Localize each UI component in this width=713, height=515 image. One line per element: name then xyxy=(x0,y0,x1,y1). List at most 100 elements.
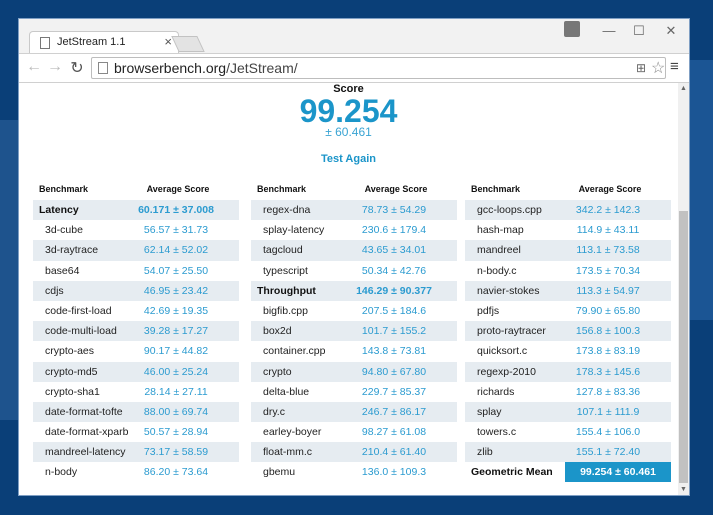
header-average-score: Average Score xyxy=(364,184,428,194)
score-label: Score xyxy=(333,83,364,95)
table-row: delta-blue 229.7 ± 85.37 xyxy=(251,382,457,402)
table-row: bigfib.cpp 207.5 ± 184.6 xyxy=(251,301,457,321)
benchmark-name: pdfjs xyxy=(477,304,500,317)
address-bar[interactable]: browserbench.org/JetStream/ ⊞ ☆ xyxy=(91,57,666,79)
benchmark-score: 230.6 ± 179.4 xyxy=(361,224,427,237)
translate-icon[interactable]: ⊞ xyxy=(636,61,647,75)
table-row: dry.c 246.7 ± 86.17 xyxy=(251,401,457,423)
table-row: pdfjs 79.90 ± 65.80 xyxy=(465,301,671,321)
scroll-up-icon[interactable]: ▲ xyxy=(680,85,687,92)
browser-toolbar: ← → ↻ browserbench.org/JetStream/ ⊞ ☆ ≡ xyxy=(19,53,689,83)
page-content: Score 99.254 ± 60.461 Test Again Benchma… xyxy=(19,83,678,495)
table-row: n-body.c 173.5 ± 70.34 xyxy=(465,261,671,281)
table-row: 3d-raytrace 62.14 ± 52.02 xyxy=(33,240,239,261)
tab-close-icon[interactable]: × xyxy=(164,34,172,49)
benchmark-score: 155.4 ± 106.0 xyxy=(575,426,641,439)
menu-icon[interactable]: ≡ xyxy=(670,58,679,75)
scroll-down-icon[interactable]: ▼ xyxy=(680,486,687,493)
benchmark-name: gcc-loops.cpp xyxy=(477,204,542,216)
column-header: Benchmark Average Score xyxy=(251,178,457,200)
benchmark-name: towers.c xyxy=(477,426,517,439)
benchmark-score: 73.17 ± 58.59 xyxy=(143,446,209,459)
table-row: 3d-cube 56.57 ± 31.73 xyxy=(33,220,239,240)
test-again-link[interactable]: Test Again xyxy=(320,153,376,165)
benchmark-score: 28.14 ± 27.11 xyxy=(144,385,208,398)
benchmark-score: 229.7 ± 85.37 xyxy=(361,385,427,398)
benchmark-name: n-body xyxy=(45,466,78,479)
close-button[interactable]: ✕ xyxy=(665,23,677,38)
benchmark-score: 78.73 ± 54.29 xyxy=(361,204,427,216)
benchmark-name: code-multi-load xyxy=(45,325,117,338)
benchmark-score: 62.14 ± 52.02 xyxy=(143,244,209,257)
table-row: zlib 155.1 ± 72.40 xyxy=(465,442,671,463)
benchmark-name: typescript xyxy=(263,264,308,277)
benchmark-name: navier-stokes xyxy=(477,284,540,297)
benchmark-name: quicksort.c xyxy=(477,345,528,358)
benchmark-score: 246.7 ± 86.17 xyxy=(361,405,427,418)
table-group-row: Latency 60.171 ± 37.008 xyxy=(33,200,239,221)
benchmark-score: 136.0 ± 109.3 xyxy=(361,466,427,479)
benchmark-score: 46.00 ± 25.24 xyxy=(143,365,209,378)
results-column-3: Benchmark Average Score gcc-loops.cpp 342.2… xyxy=(465,178,671,483)
benchmark-score: 46.95 ± 23.42 xyxy=(143,284,209,297)
table-group-row: Geometric Mean 99.254 ± 60.461 xyxy=(465,462,671,483)
benchmark-score: 90.17 ± 44.82 xyxy=(143,345,209,358)
table-row: proto-raytracer 156.8 ± 100.3 xyxy=(465,321,671,342)
benchmark-score: 178.3 ± 145.6 xyxy=(575,365,641,378)
benchmark-score: 39.28 ± 17.27 xyxy=(143,325,209,338)
vertical-scrollbar[interactable]: ▲ ▼ xyxy=(678,83,689,495)
benchmark-name: 3d-cube xyxy=(45,224,83,237)
benchmark-score: 107.1 ± 111.9 xyxy=(576,405,640,418)
title-bar: JetStream 1.1 × — ☐ ✕ xyxy=(19,19,689,53)
benchmark-score: 155.1 ± 72.40 xyxy=(575,446,641,459)
bookmark-star-icon[interactable]: ☆ xyxy=(651,60,666,77)
url-text[interactable]: browserbench.org/JetStream/ xyxy=(114,60,298,76)
table-row: quicksort.c 173.8 ± 83.19 xyxy=(465,341,671,361)
table-row: code-multi-load 39.28 ± 17.27 xyxy=(33,321,239,342)
benchmark-name: crypto-sha1 xyxy=(45,385,100,398)
table-row: regex-dna 78.73 ± 54.29 xyxy=(251,200,457,221)
benchmark-score: 56.57 ± 31.73 xyxy=(143,224,209,237)
benchmark-score: 79.90 ± 65.80 xyxy=(575,304,641,317)
benchmark-name: date-format-xparb xyxy=(45,426,129,439)
benchmark-name: cdjs xyxy=(45,284,64,297)
benchmark-name: base64 xyxy=(45,264,80,277)
benchmark-name: 3d-raytrace xyxy=(45,244,99,257)
page-info-icon[interactable] xyxy=(98,62,108,74)
minimize-button[interactable]: — xyxy=(602,23,616,38)
browser-window: JetStream 1.1 × — ☐ ✕ ← → ↻ browserbench… xyxy=(18,18,690,496)
score-value: 99.254 xyxy=(299,93,398,129)
maximize-button[interactable]: ☐ xyxy=(633,23,645,38)
benchmark-score: 43.65 ± 34.01 xyxy=(361,244,427,257)
table-row: navier-stokes 113.3 ± 54.97 xyxy=(465,280,671,301)
benchmark-name: box2d xyxy=(263,325,292,338)
header-average-score: Average Score xyxy=(146,184,210,194)
tab-jetstream[interactable]: JetStream 1.1 × xyxy=(29,31,179,53)
benchmark-score: 156.8 ± 100.3 xyxy=(575,325,641,338)
table-row: richards 127.8 ± 83.36 xyxy=(465,382,671,402)
page-icon xyxy=(40,37,50,49)
table-row: container.cpp 143.8 ± 73.81 xyxy=(251,341,457,361)
table-row: hash-map 114.9 ± 43.11 xyxy=(465,220,671,240)
back-arrow-icon[interactable]: ← xyxy=(26,58,42,75)
user-profile-icon[interactable] xyxy=(564,21,580,37)
table-row: typescript 50.34 ± 42.76 xyxy=(251,261,457,281)
benchmark-name: code-first-load xyxy=(45,304,112,317)
table-row: float-mm.c 210.4 ± 61.40 xyxy=(251,442,457,463)
benchmark-name: zlib xyxy=(477,446,493,459)
results-column-2: Benchmark Average Score regex-dna 78.73 ± 5… xyxy=(251,178,457,483)
header-average-score: Average Score xyxy=(578,184,642,194)
benchmark-name: n-body.c xyxy=(477,264,517,277)
scrollbar-thumb[interactable] xyxy=(679,211,688,483)
reload-icon[interactable]: ↻ xyxy=(70,60,84,77)
forward-arrow-icon[interactable]: → xyxy=(47,58,63,75)
benchmark-score: 342.2 ± 142.3 xyxy=(575,204,641,216)
url-path: /JetStream/ xyxy=(226,60,298,76)
benchmark-name: crypto-md5 xyxy=(45,365,98,378)
benchmark-name: Latency xyxy=(39,204,79,216)
benchmark-score: 173.5 ± 70.34 xyxy=(575,264,641,277)
results-column-1: Benchmark Average Score Latency 60.171 ± 37… xyxy=(33,178,239,483)
table-row: base64 54.07 ± 25.50 xyxy=(33,261,239,281)
header-benchmark: Benchmark xyxy=(471,184,521,194)
benchmark-name: regex-dna xyxy=(263,204,311,216)
